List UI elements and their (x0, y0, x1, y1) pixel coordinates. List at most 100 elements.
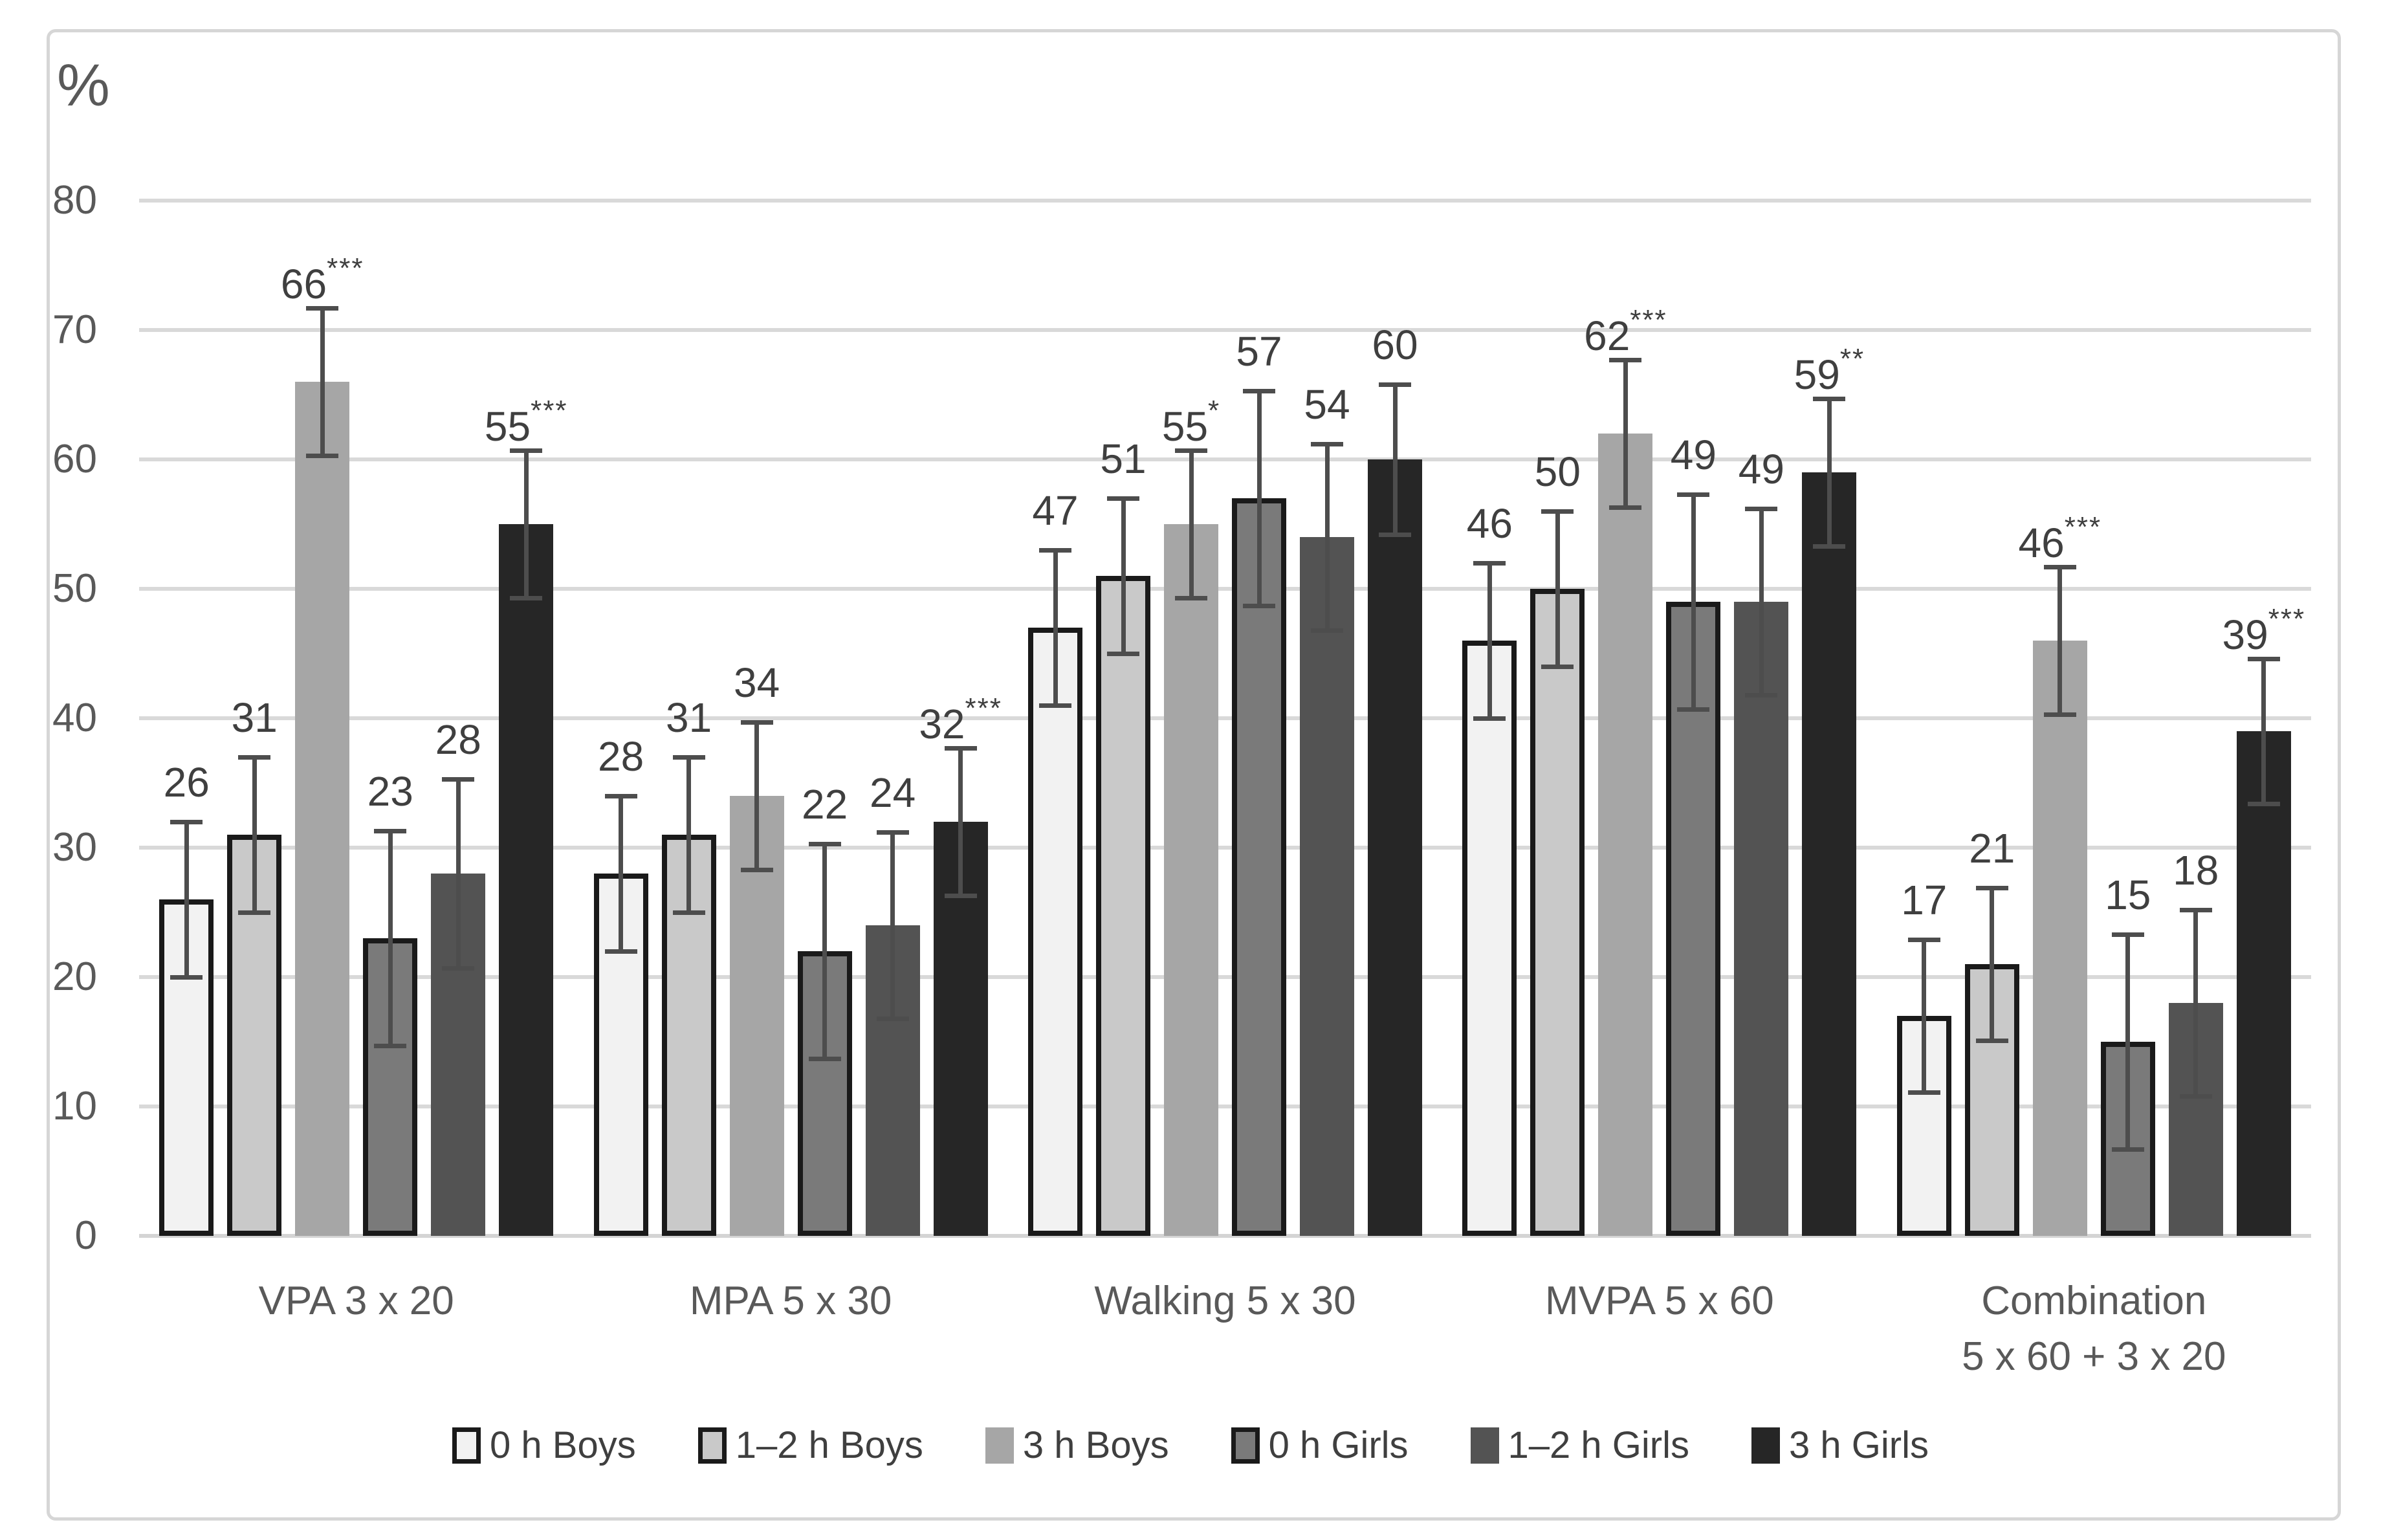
bar-value: 22 (802, 781, 848, 828)
bar-value: 15 (2105, 872, 2151, 918)
legend: 0 h Boys 1–2 h Boys 3 h Boys 0 h Girls 1–2 h… (0, 1424, 2381, 1467)
error-bar-cap-top (1745, 506, 1778, 511)
error-bar-cap-top (1677, 492, 1710, 497)
bar-value-label: 31 (151, 692, 358, 743)
error-bar-line (890, 832, 895, 1018)
bar-value-label: 15 (2024, 870, 2232, 920)
error-bar-cap-bottom (2111, 1147, 2144, 1152)
error-bar-line (388, 831, 393, 1046)
bar-value: 49 (1738, 446, 1784, 492)
bar (1964, 964, 2019, 1236)
legend-label: 1–2 h Boys (735, 1424, 923, 1466)
gridline (139, 199, 2311, 203)
error-bar-cap-top (374, 828, 407, 833)
error-bar-cap-top (238, 754, 271, 760)
bar (1164, 524, 1218, 1236)
error-bar-cap-bottom (808, 1056, 841, 1061)
legend-swatch (1231, 1427, 1260, 1464)
bar (1368, 459, 1422, 1236)
gridline (139, 457, 2311, 461)
error-bar-cap-bottom (1311, 628, 1343, 633)
x-category-label: VPA 3 x 20 (139, 1273, 573, 1329)
bar-value: 46 (2018, 520, 2065, 566)
significance-asterisks: *** (531, 395, 568, 426)
y-tick-label: 50 (52, 566, 97, 611)
x-axis-line (139, 1234, 2311, 1238)
error-bar-line (1922, 940, 1927, 1092)
bar-value: 18 (2173, 847, 2219, 894)
bar-value: 59 (1794, 351, 1840, 398)
y-tick-label: 10 (52, 1084, 97, 1128)
bar-value-label: 34 (653, 657, 861, 708)
bar (1734, 602, 1789, 1236)
error-bar-cap-bottom (944, 893, 977, 898)
y-tick-label: 40 (52, 696, 97, 740)
error-bar-cap-top (604, 793, 637, 798)
bar-value: 39 (2222, 611, 2268, 658)
bar (499, 524, 554, 1236)
error-bar-cap-top (510, 448, 543, 453)
x-category-label-line1: Combination (1981, 1279, 2207, 1323)
error-bar-cap-bottom (374, 1043, 407, 1048)
y-tick-label: 20 (52, 954, 97, 999)
significance-asterisks: ** (1839, 343, 1865, 375)
error-bar-cap-top (944, 745, 977, 751)
error-bar-line (1392, 384, 1398, 534)
legend-label: 3 h Boys (1022, 1424, 1169, 1466)
bar (1300, 537, 1354, 1236)
bar-value: 32 (919, 701, 965, 747)
error-bar-cap-bottom (442, 965, 475, 971)
bar-value: 21 (1969, 825, 2015, 872)
error-bar-cap-top (876, 830, 909, 835)
error-bar-cap-top (1175, 448, 1207, 453)
legend-swatch (452, 1427, 481, 1464)
error-bar-cap-top (1541, 509, 1574, 514)
error-bar-cap-top (170, 819, 203, 824)
error-bar-cap-bottom (1243, 603, 1275, 608)
bar-value-label: 62*** (1522, 295, 1729, 361)
error-bar-line (1827, 399, 1832, 546)
legend-label: 0 h Girls (1268, 1424, 1409, 1466)
error-bar-cap-bottom (1609, 505, 1642, 510)
error-bar-line (184, 822, 189, 977)
bar-value: 47 (1032, 487, 1079, 534)
error-bar-cap-bottom (1975, 1038, 2008, 1043)
error-bar-line (2193, 910, 2199, 1096)
error-bar-line (252, 757, 257, 912)
bar-value: 24 (870, 769, 916, 816)
legend-swatch (1751, 1427, 1781, 1464)
error-bar-cap-top (1039, 547, 1071, 553)
significance-asterisks: * (1208, 395, 1221, 426)
y-tick-label: 60 (52, 437, 97, 481)
significance-asterisks: *** (965, 692, 1002, 724)
error-bar-cap-top (2043, 564, 2076, 569)
error-bar-cap-bottom (1813, 544, 1846, 549)
bar-value-label: 54 (1223, 379, 1431, 430)
bar-value: 55 (484, 403, 531, 450)
error-bar-cap-bottom (1175, 595, 1207, 600)
bar-value-label: 21 (1889, 823, 2096, 874)
legend-item: 0 h Boys (452, 1424, 636, 1467)
error-bar-line (1121, 498, 1126, 654)
bar-value-label: 24 (789, 767, 996, 818)
error-bar-line (320, 308, 325, 456)
error-bar-line (1256, 391, 1262, 606)
error-bar-line (686, 757, 692, 912)
error-bar-line (1487, 563, 1492, 718)
error-bar-line (1759, 509, 1764, 695)
error-bar-line (1053, 550, 1058, 705)
bar (1232, 498, 1286, 1236)
error-bar-cap-top (808, 841, 841, 846)
bar-value: 51 (1100, 435, 1147, 482)
x-category-label: MVPA 5 x 60 (1442, 1273, 1876, 1329)
error-bar-line (1691, 494, 1696, 709)
error-bar-cap-bottom (604, 949, 637, 954)
error-bar-line (2261, 659, 2266, 804)
legend-item: 1–2 h Boys (697, 1424, 923, 1467)
bar-value-label: 28 (355, 714, 562, 765)
legend-swatch (1470, 1427, 1499, 1464)
bar-value-label: 66*** (219, 243, 426, 309)
bar-value: 60 (1372, 322, 1418, 368)
significance-asterisks: *** (327, 252, 364, 284)
